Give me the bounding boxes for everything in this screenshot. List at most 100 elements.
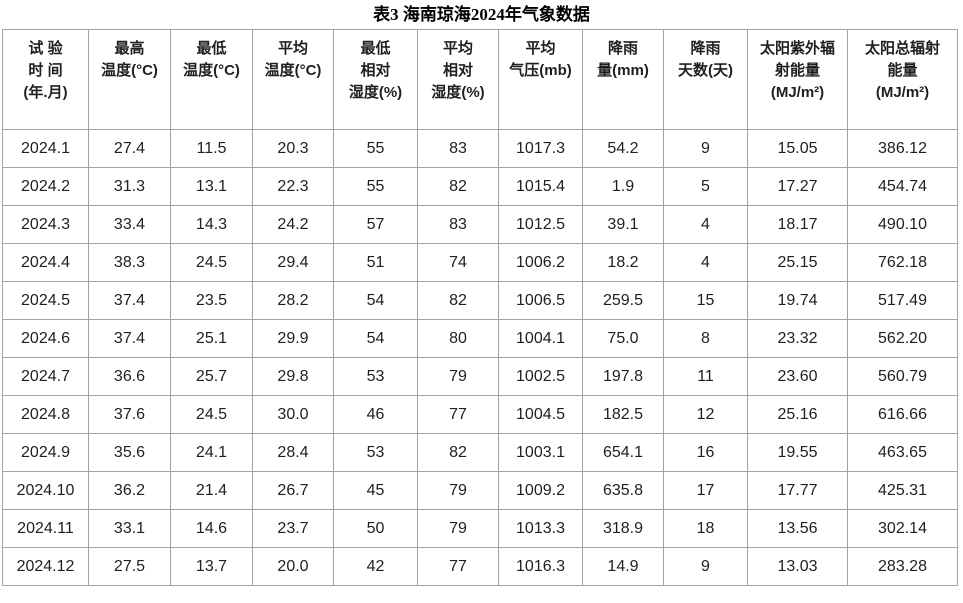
cell-max-temp: 33.1 [88, 509, 171, 548]
cell-rainfall: 18.2 [582, 243, 664, 282]
cell-solar-total-energy: 454.74 [847, 167, 958, 206]
table-row: 2024.11 33.1 14.6 23.7 50 79 1013.3 318.9 18 13.5… [2, 509, 958, 548]
cell-rainfall: 318.9 [582, 509, 664, 548]
cell-solar-total-energy: 425.31 [847, 471, 958, 510]
cell-rain-days: 4 [663, 243, 748, 282]
col-header-min-temp: 最低 温度(°C) [170, 29, 253, 130]
cell-min-temp: 14.3 [170, 205, 253, 244]
cell-test-time: 2024.9 [2, 433, 89, 472]
cell-solar-total-energy: 283.28 [847, 547, 958, 586]
cell-solar-total-energy: 762.18 [847, 243, 958, 282]
cell-rainfall: 182.5 [582, 395, 664, 434]
cell-avg-pressure: 1012.5 [498, 205, 583, 244]
col-header-solar-uv-energy: 太阳紫外辐 射能量 (MJ/m²) [747, 29, 848, 130]
cell-test-time: 2024.7 [2, 357, 89, 396]
col-header-min-rel-humidity: 最低 相对 湿度(%) [333, 29, 418, 130]
table-row: 2024.10 36.2 21.4 26.7 45 79 1009.2 635.8 17 17.7… [2, 471, 958, 510]
cell-min-temp: 21.4 [170, 471, 253, 510]
table-body: 2024.1 27.4 11.5 20.3 55 83 1017.3 54.2 9 15.05 38… [2, 129, 958, 586]
cell-max-temp: 27.4 [88, 129, 171, 168]
cell-max-temp: 31.3 [88, 167, 171, 206]
cell-min-temp: 14.6 [170, 509, 253, 548]
cell-avg-rel-humidity: 83 [417, 129, 499, 168]
cell-max-temp: 36.6 [88, 357, 171, 396]
cell-avg-temp: 24.2 [252, 205, 334, 244]
cell-avg-temp: 22.3 [252, 167, 334, 206]
cell-avg-rel-humidity: 74 [417, 243, 499, 282]
cell-rain-days: 11 [663, 357, 748, 396]
cell-min-rel-humidity: 53 [333, 433, 418, 472]
cell-min-temp: 11.5 [170, 129, 253, 168]
cell-avg-pressure: 1006.5 [498, 281, 583, 320]
cell-avg-rel-humidity: 83 [417, 205, 499, 244]
cell-min-rel-humidity: 55 [333, 129, 418, 168]
col-header-solar-total-energy: 太阳总辐射 能量 (MJ/m²) [847, 29, 958, 130]
cell-min-temp: 24.5 [170, 243, 253, 282]
cell-avg-rel-humidity: 82 [417, 167, 499, 206]
cell-solar-total-energy: 463.65 [847, 433, 958, 472]
cell-avg-temp: 29.4 [252, 243, 334, 282]
table-row: 2024.9 35.6 24.1 28.4 53 82 1003.1 654.1 16 19.55… [2, 433, 958, 472]
table-row: 2024.2 31.3 13.1 22.3 55 82 1015.4 1.9 5 17.27 454… [2, 167, 958, 206]
cell-rainfall: 197.8 [582, 357, 664, 396]
cell-test-time: 2024.2 [2, 167, 89, 206]
cell-rain-days: 9 [663, 547, 748, 586]
cell-avg-rel-humidity: 79 [417, 357, 499, 396]
cell-test-time: 2024.1 [2, 129, 89, 168]
col-header-test-time: 试 验时 间 (年.月) [2, 29, 89, 130]
cell-min-temp: 13.7 [170, 547, 253, 586]
cell-avg-pressure: 1004.1 [498, 319, 583, 358]
cell-min-rel-humidity: 57 [333, 205, 418, 244]
cell-rain-days: 4 [663, 205, 748, 244]
cell-rainfall: 39.1 [582, 205, 664, 244]
cell-rainfall: 1.9 [582, 167, 664, 206]
col-header-rainfall: 降雨 量(mm) [582, 29, 664, 130]
cell-avg-rel-humidity: 79 [417, 509, 499, 548]
cell-rainfall: 635.8 [582, 471, 664, 510]
cell-avg-pressure: 1006.2 [498, 243, 583, 282]
cell-rain-days: 16 [663, 433, 748, 472]
cell-avg-pressure: 1009.2 [498, 471, 583, 510]
cell-avg-rel-humidity: 77 [417, 547, 499, 586]
cell-max-temp: 35.6 [88, 433, 171, 472]
table-row: 2024.3 33.4 14.3 24.2 57 83 1012.5 39.1 4 18.17 49… [2, 205, 958, 244]
cell-avg-temp: 20.0 [252, 547, 334, 586]
cell-max-temp: 27.5 [88, 547, 171, 586]
cell-rain-days: 12 [663, 395, 748, 434]
cell-rain-days: 18 [663, 509, 748, 548]
weather-data-table: 试 验时 间 (年.月) 最高 温度(°C) 最低 温度(°C) 平均 温度(°C) 最低 相对湿… [2, 29, 958, 586]
cell-test-time: 2024.6 [2, 319, 89, 358]
cell-solar-uv-energy: 25.15 [747, 243, 848, 282]
cell-avg-rel-humidity: 82 [417, 281, 499, 320]
table-caption: 表3 海南琼海2024年气象数据 [373, 5, 590, 24]
cell-avg-pressure: 1002.5 [498, 357, 583, 396]
cell-rainfall: 14.9 [582, 547, 664, 586]
table-row: 2024.4 38.3 24.5 29.4 51 74 1006.2 18.2 4 25.15 76… [2, 243, 958, 282]
cell-solar-uv-energy: 17.27 [747, 167, 848, 206]
cell-solar-total-energy: 302.14 [847, 509, 958, 548]
cell-max-temp: 38.3 [88, 243, 171, 282]
cell-solar-uv-energy: 23.60 [747, 357, 848, 396]
cell-avg-temp: 29.8 [252, 357, 334, 396]
cell-solar-uv-energy: 15.05 [747, 129, 848, 168]
cell-avg-rel-humidity: 79 [417, 471, 499, 510]
cell-solar-uv-energy: 17.77 [747, 471, 848, 510]
cell-avg-temp: 30.0 [252, 395, 334, 434]
cell-solar-uv-energy: 19.74 [747, 281, 848, 320]
header-row: 试 验时 间 (年.月) 最高 温度(°C) 最低 温度(°C) 平均 温度(°C) 最低 相对湿… [2, 29, 958, 130]
cell-min-rel-humidity: 45 [333, 471, 418, 510]
cell-rain-days: 9 [663, 129, 748, 168]
cell-solar-uv-energy: 25.16 [747, 395, 848, 434]
col-header-rain-days: 降雨 天数(天) [663, 29, 748, 130]
cell-solar-total-energy: 517.49 [847, 281, 958, 320]
cell-rain-days: 5 [663, 167, 748, 206]
cell-avg-pressure: 1004.5 [498, 395, 583, 434]
col-header-max-temp: 最高 温度(°C) [88, 29, 171, 130]
table-row: 2024.7 36.6 25.7 29.8 53 79 1002.5 197.8 11 23.60… [2, 357, 958, 396]
table-row: 2024.5 37.4 23.5 28.2 54 82 1006.5 259.5 15 19.74… [2, 281, 958, 320]
cell-solar-uv-energy: 13.03 [747, 547, 848, 586]
cell-avg-pressure: 1016.3 [498, 547, 583, 586]
col-header-avg-temp: 平均 温度(°C) [252, 29, 334, 130]
cell-test-time: 2024.11 [2, 509, 89, 548]
